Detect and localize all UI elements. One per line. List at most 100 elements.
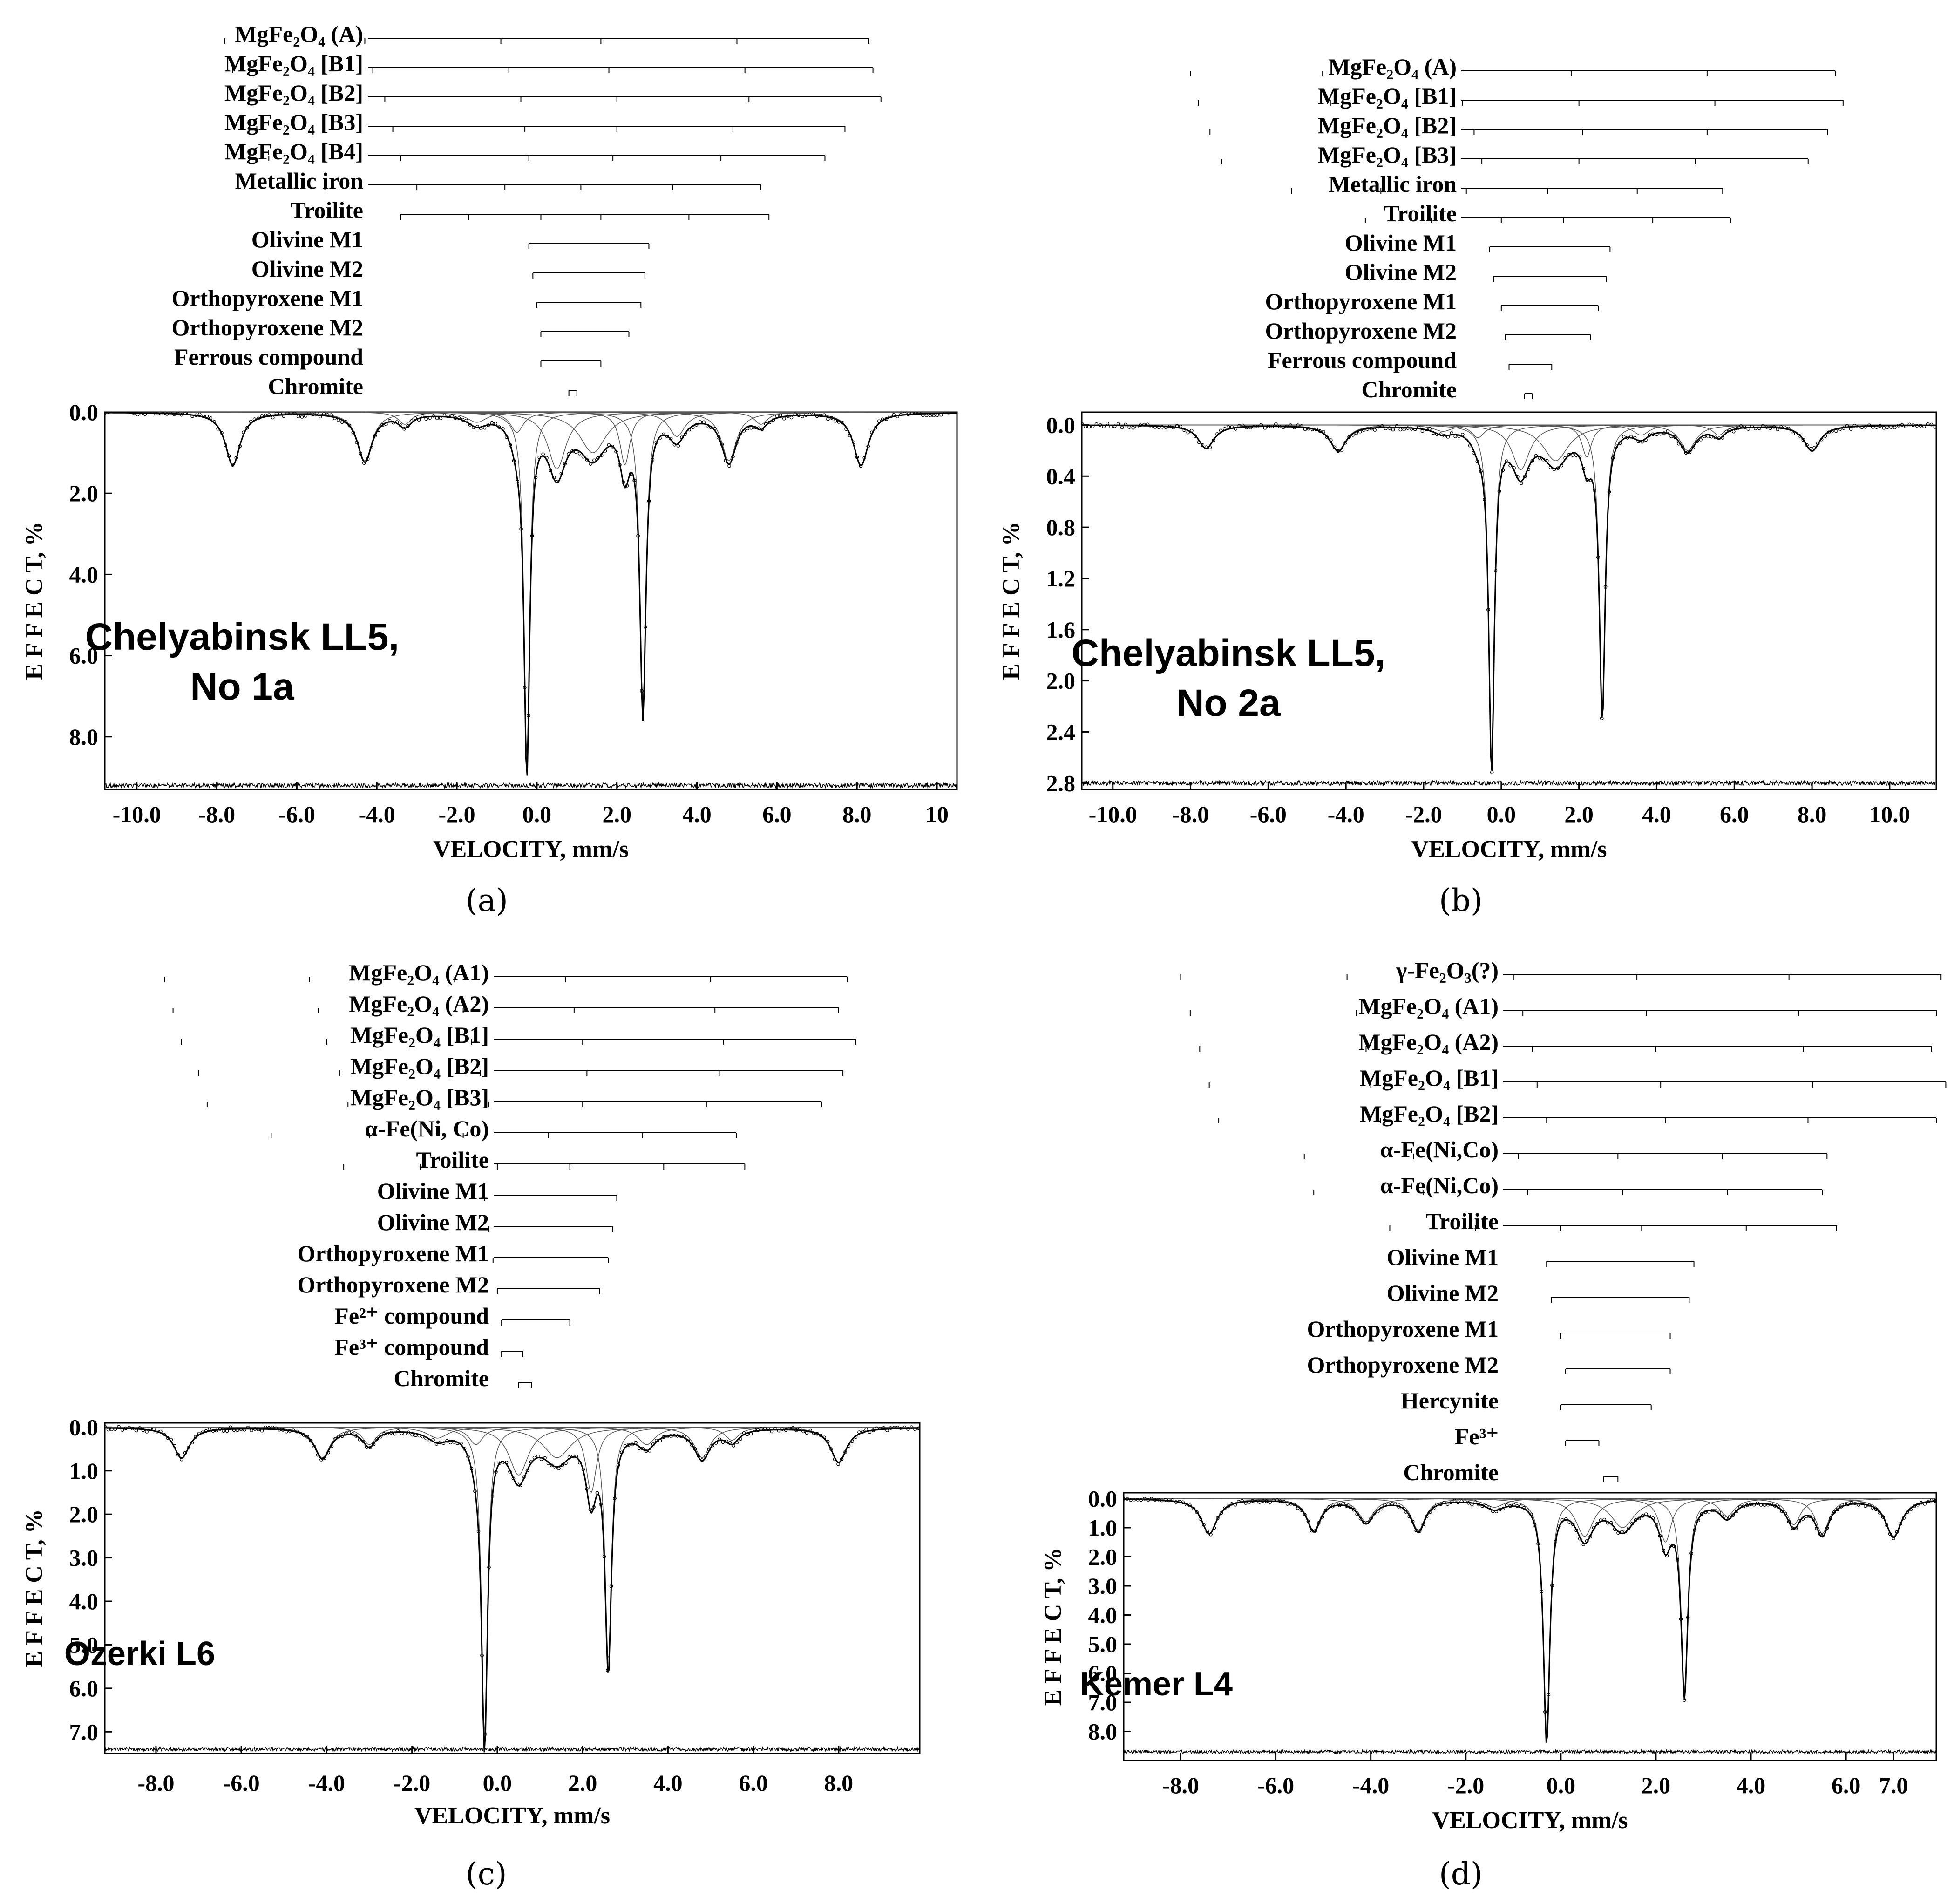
y-tick-label: 1.2 xyxy=(1046,565,1076,592)
x-tick-label: -2.0 xyxy=(1447,1772,1484,1798)
data-point xyxy=(718,1437,721,1442)
data-point xyxy=(932,414,936,417)
data-point xyxy=(267,413,271,417)
component-curve xyxy=(1082,424,1936,462)
data-point xyxy=(395,420,399,424)
data-point xyxy=(1428,427,1432,431)
data-point xyxy=(403,1432,407,1436)
data-point xyxy=(1783,425,1787,429)
data-point xyxy=(1556,466,1560,470)
data-point xyxy=(1124,422,1128,427)
data-point xyxy=(1728,1516,1732,1520)
data-point xyxy=(329,413,333,417)
plot-frame xyxy=(1123,1492,1937,1761)
data-point xyxy=(1201,443,1205,447)
data-point xyxy=(753,426,757,429)
data-point xyxy=(1811,1517,1815,1522)
data-point xyxy=(1432,1506,1436,1510)
data-point xyxy=(323,1456,327,1460)
data-point xyxy=(1724,429,1728,434)
data-point xyxy=(1303,1513,1307,1516)
data-point xyxy=(794,1428,798,1432)
data-point xyxy=(1316,1521,1321,1525)
data-point xyxy=(805,1431,809,1435)
data-point xyxy=(333,1437,337,1441)
data-point xyxy=(1383,1503,1387,1507)
data-point xyxy=(1341,1502,1345,1506)
data-point xyxy=(1916,1503,1920,1507)
data-point xyxy=(264,413,267,417)
data-point xyxy=(1620,1530,1624,1534)
data-point xyxy=(372,1442,376,1446)
data-point xyxy=(1878,424,1882,428)
data-point xyxy=(406,424,410,428)
data-point xyxy=(304,414,308,418)
data-point xyxy=(1856,425,1860,428)
x-tick-label: 0.0 xyxy=(522,801,552,827)
data-point xyxy=(1463,1499,1467,1503)
x-tick-label: -4.0 xyxy=(1328,801,1364,827)
data-point xyxy=(386,1431,390,1435)
data-point xyxy=(836,1462,840,1466)
data-point xyxy=(829,416,834,420)
data-point xyxy=(201,1430,204,1435)
component-curve xyxy=(1082,424,1936,436)
data-point xyxy=(183,1451,187,1455)
data-point xyxy=(466,1455,470,1459)
data-point xyxy=(421,414,425,418)
data-point xyxy=(216,427,220,431)
y-tick-label: 2.0 xyxy=(1046,668,1076,694)
data-point xyxy=(1418,1529,1422,1533)
data-point xyxy=(124,1426,128,1430)
data-point xyxy=(1731,429,1736,434)
data-point xyxy=(1552,468,1556,471)
data-point xyxy=(462,1447,467,1451)
data-point xyxy=(819,1434,823,1437)
data-point xyxy=(1864,1504,1867,1508)
data-point xyxy=(1756,1501,1759,1505)
data-point xyxy=(1896,423,1900,428)
data-point xyxy=(954,412,957,414)
data-point xyxy=(1829,1516,1833,1520)
data-point xyxy=(1592,1526,1596,1530)
data-point xyxy=(428,416,432,420)
subspectrum-label: Hercynite xyxy=(1401,1387,1499,1414)
data-point xyxy=(1325,435,1329,439)
data-point xyxy=(679,1435,683,1438)
data-point xyxy=(592,1505,596,1509)
subspectrum-label: Olivine M1 xyxy=(1345,230,1457,256)
data-point xyxy=(629,472,633,476)
data-point xyxy=(421,1435,425,1439)
data-point xyxy=(105,412,107,415)
component-curve xyxy=(1082,424,1936,457)
data-point xyxy=(1449,1500,1453,1504)
data-point xyxy=(1171,426,1175,429)
data-point xyxy=(1216,1516,1220,1520)
x-tick-label: -8.0 xyxy=(1162,1772,1199,1798)
data-point xyxy=(494,422,498,426)
data-point xyxy=(362,461,366,465)
data-point xyxy=(567,452,570,456)
data-point xyxy=(1480,1504,1485,1508)
data-point xyxy=(525,1469,529,1473)
data-point xyxy=(1425,1515,1429,1519)
data-point xyxy=(697,1454,700,1458)
data-point xyxy=(1477,1503,1481,1507)
data-point xyxy=(1334,1503,1338,1506)
data-point xyxy=(1438,1502,1443,1506)
data-point xyxy=(1763,1503,1766,1507)
data-point xyxy=(1300,424,1303,428)
data-point xyxy=(1707,1510,1711,1514)
subspectrum-label: Olivine M2 xyxy=(1345,259,1457,285)
data-point xyxy=(1250,1499,1255,1503)
data-point xyxy=(616,1463,620,1467)
envelope-curve xyxy=(105,412,957,776)
data-point xyxy=(274,1426,278,1430)
data-point xyxy=(1886,425,1889,429)
data-point xyxy=(1717,436,1721,440)
y-tick-label: 0.0 xyxy=(1088,1486,1118,1512)
data-point xyxy=(218,1427,222,1431)
y-tick-label: 0.4 xyxy=(1046,463,1076,489)
data-point xyxy=(1132,1497,1136,1502)
data-point xyxy=(1236,1500,1241,1504)
